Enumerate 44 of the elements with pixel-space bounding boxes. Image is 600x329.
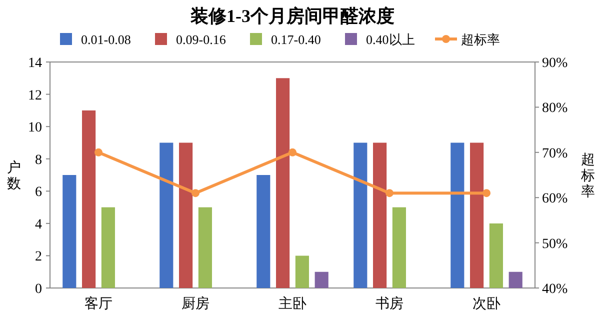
bar	[450, 142, 464, 288]
y2-axis-title: 超标率	[580, 152, 595, 200]
bar	[489, 223, 503, 288]
y2-tick-label: 50%	[542, 236, 568, 252]
bar	[179, 142, 193, 288]
y-axis-title: 户数	[7, 160, 21, 192]
y2-tick-label: 90%	[542, 56, 568, 71]
bar	[82, 110, 96, 288]
bar	[470, 142, 484, 288]
x-tick-label: 厨房	[182, 296, 210, 312]
legend-label: 0.40以上	[366, 32, 415, 47]
y-tick-label: 10	[28, 120, 42, 136]
chart-title: 装修1-3个月房间甲醛浓度	[190, 6, 394, 26]
bar	[373, 142, 387, 288]
legend-label: 超标率	[461, 32, 500, 47]
bar	[295, 256, 309, 288]
y2-tick-label: 80%	[542, 101, 568, 116]
y-tick-label: 14	[28, 56, 42, 71]
y2-tick-label: 40%	[542, 282, 568, 297]
legend-label: 0.09-0.16	[176, 32, 226, 47]
bar	[62, 175, 76, 288]
bar	[354, 142, 368, 288]
legend-label: 0.17-0.40	[271, 32, 321, 47]
x-tick-label: 书房	[376, 296, 404, 312]
y-tick-label: 8	[35, 152, 42, 168]
y2-tick-label: 70%	[542, 146, 568, 162]
y-tick-label: 2	[35, 250, 42, 265]
bar	[314, 272, 328, 288]
y2-tick-label: 60%	[542, 192, 568, 207]
y-tick-label: 12	[28, 88, 42, 104]
bar	[508, 272, 522, 288]
bar	[392, 207, 406, 288]
y-tick-label: 6	[35, 185, 42, 200]
x-tick-label: 客厅	[84, 296, 112, 312]
bar	[101, 207, 115, 288]
legend-label: 0.01-0.08	[81, 32, 131, 47]
bar	[256, 175, 270, 288]
x-tick-label: 次卧	[472, 296, 500, 312]
y-tick-label: 0	[35, 282, 42, 297]
bar	[198, 207, 212, 288]
y-tick-label: 4	[35, 217, 42, 232]
bar	[276, 78, 290, 288]
bar	[160, 142, 174, 288]
x-tick-label: 主卧	[278, 296, 306, 312]
